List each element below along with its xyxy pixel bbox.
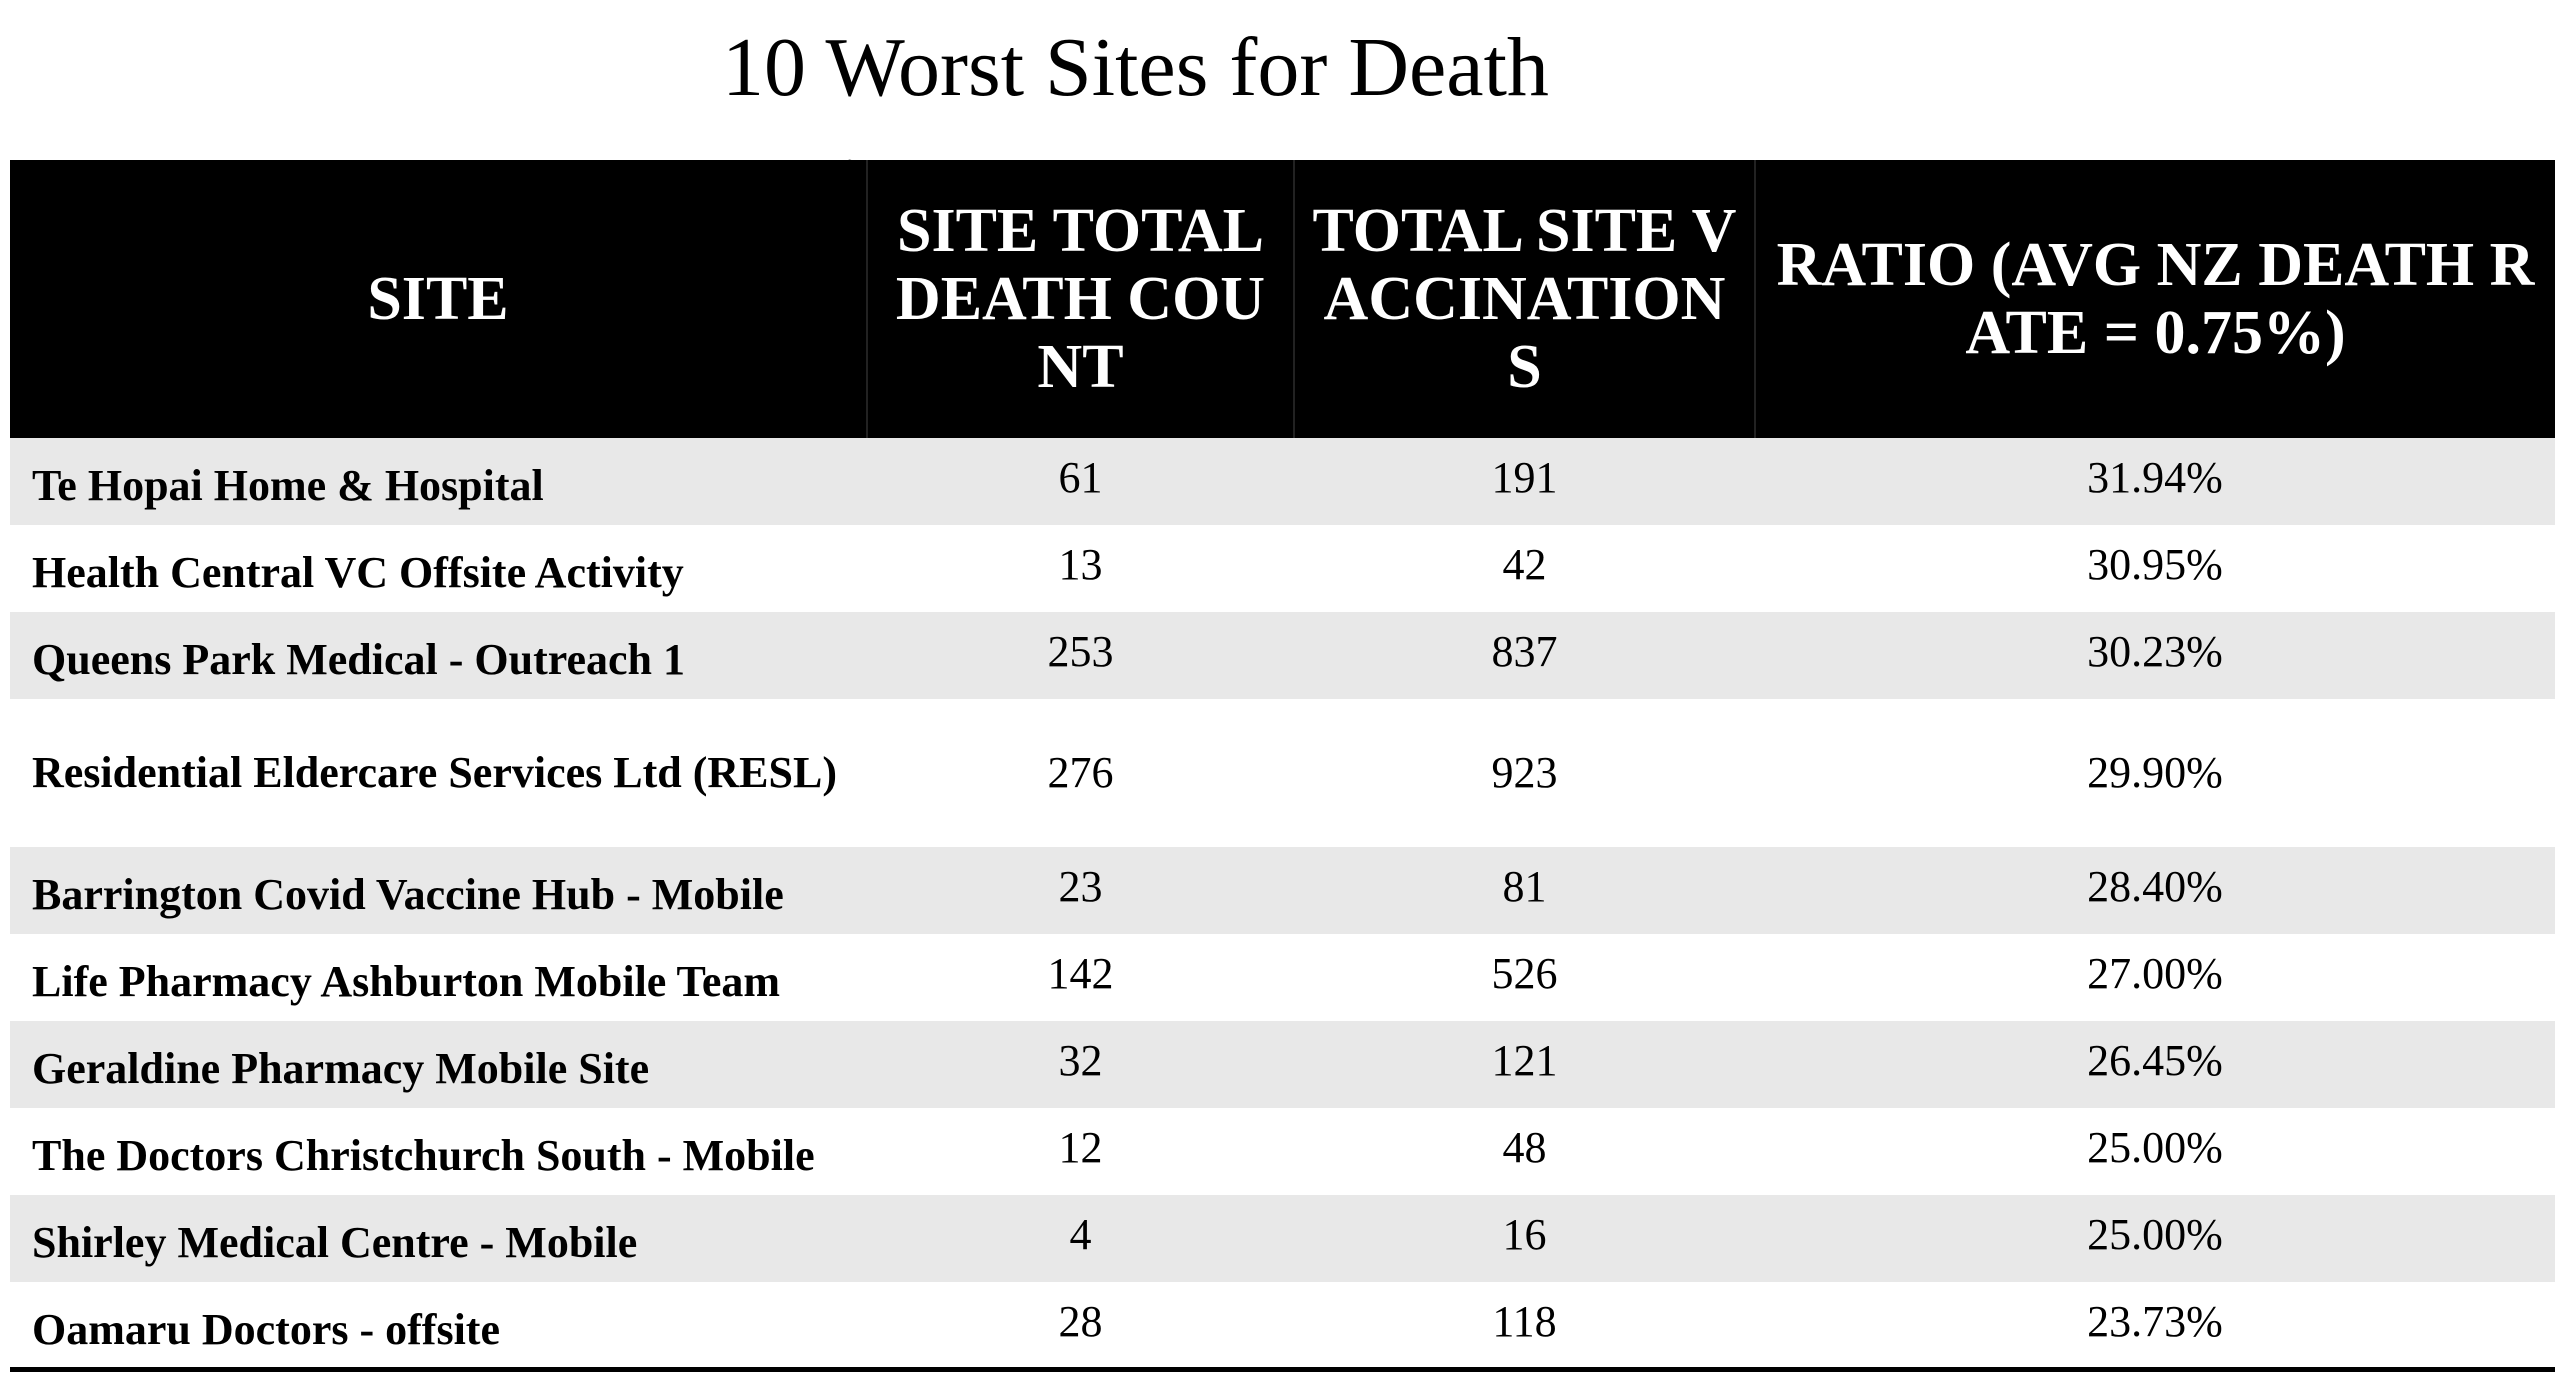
cell-vaccinations: 837: [1491, 627, 1558, 676]
table-row: Life Pharmacy Ashburton Mobile Team 142 …: [10, 934, 2555, 1021]
table-row: Queens Park Medical - Outreach 1 253 837…: [10, 612, 2555, 699]
cell-deaths: 276: [1047, 747, 1114, 797]
death-ratio-table: SITE SITE TOTAL DEATH COUNT TOTAL SITE V…: [10, 160, 2555, 1372]
cell-deaths: 61: [1058, 453, 1103, 502]
cell-site: The Doctors Christchurch South - Mobile: [32, 1131, 815, 1180]
cell-site: Health Central VC Offsite Activity: [32, 548, 684, 597]
cell-ratio: 25.00%: [2087, 1123, 2223, 1172]
table-body: Te Hopai Home & Hospital 61 191 31.94% H…: [10, 438, 2555, 1369]
cell-vaccinations: 81: [1502, 862, 1547, 911]
cell-ratio: 27.00%: [2087, 949, 2223, 998]
header-site: SITE: [367, 265, 509, 333]
table-row: Oamaru Doctors - offsite 28 118 23.73%: [10, 1282, 2555, 1369]
cell-vaccinations: 191: [1491, 453, 1558, 502]
cell-site: Geraldine Pharmacy Mobile Site: [32, 1044, 650, 1093]
cell-site: Residential Eldercare Services Ltd (RESL…: [32, 747, 837, 797]
header-vaccinations: TOTAL SITE VACCINATIONS: [1293, 160, 1755, 438]
cell-deaths: 4: [1069, 1210, 1092, 1259]
cell-site: Queens Park Medical - Outreach 1: [32, 635, 685, 684]
cell-ratio: 28.40%: [2087, 862, 2223, 911]
table-row: Shirley Medical Centre - Mobile 4 16 25.…: [10, 1195, 2555, 1282]
cell-deaths: 12: [1058, 1123, 1103, 1172]
table-row: Geraldine Pharmacy Mobile Site 32 121 26…: [10, 1021, 2555, 1108]
cell-vaccinations: 121: [1491, 1036, 1558, 1085]
table-row: Health Central VC Offsite Activity 13 42…: [10, 525, 2555, 612]
table-header: SITE SITE TOTAL DEATH COUNT TOTAL SITE V…: [10, 160, 2555, 438]
cell-vaccinations: 48: [1502, 1123, 1547, 1172]
cell-ratio: 26.45%: [2087, 1036, 2223, 1085]
cell-ratio: 25.00%: [2087, 1210, 2223, 1259]
cell-site: Barrington Covid Vaccine Hub - Mobile: [32, 870, 784, 919]
table-row: Barrington Covid Vaccine Hub - Mobile 23…: [10, 847, 2555, 934]
header-row: SITE SITE TOTAL DEATH COUNT TOTAL SITE V…: [10, 160, 2555, 438]
data-table: SITE SITE TOTAL DEATH COUNT TOTAL SITE V…: [10, 160, 2555, 1372]
cell-vaccinations: 118: [1492, 1297, 1557, 1346]
cell-deaths: 23: [1058, 862, 1103, 911]
cell-site: Shirley Medical Centre - Mobile: [32, 1218, 638, 1267]
cell-ratio: 30.95%: [2087, 540, 2223, 589]
cell-ratio: 30.23%: [2087, 627, 2223, 676]
header-death-count: SITE TOTAL DEATH COUNT: [866, 160, 1294, 438]
table-row: Te Hopai Home & Hospital 61 191 31.94%: [10, 438, 2555, 525]
cell-deaths: 142: [1047, 949, 1114, 998]
table-row: Residential Eldercare Services Ltd (RESL…: [10, 699, 2555, 847]
cell-ratio: 29.90%: [2087, 747, 2223, 797]
cell-site: Te Hopai Home & Hospital: [32, 461, 544, 510]
cell-vaccinations: 923: [1491, 747, 1558, 797]
header-ratio: RATIO (AVG NZ DEATH RATE = 0.75%): [1754, 160, 2555, 438]
cell-ratio: 31.94%: [2087, 453, 2223, 502]
cell-deaths: 13: [1058, 540, 1103, 589]
cell-site: Oamaru Doctors - offsite: [32, 1305, 500, 1354]
cell-deaths: 32: [1058, 1036, 1103, 1085]
cell-vaccinations: 42: [1502, 540, 1547, 589]
cell-ratio: 23.73%: [2087, 1297, 2223, 1346]
cell-vaccinations: 16: [1502, 1210, 1547, 1259]
cell-deaths: 253: [1047, 627, 1114, 676]
cell-vaccinations: 526: [1491, 949, 1558, 998]
cell-site: Life Pharmacy Ashburton Mobile Team: [32, 957, 781, 1006]
cell-deaths: 28: [1058, 1297, 1103, 1346]
table-row: The Doctors Christchurch South - Mobile …: [10, 1108, 2555, 1195]
